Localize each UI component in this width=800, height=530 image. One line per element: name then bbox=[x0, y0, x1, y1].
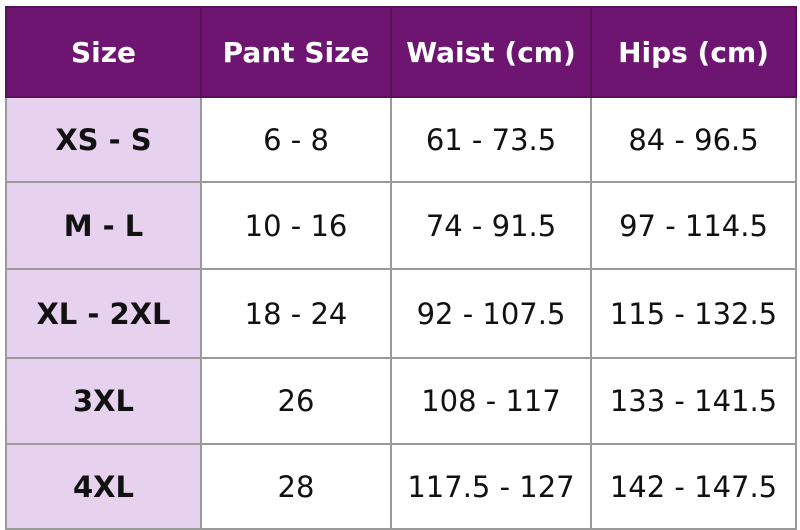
hips-cell: 84 - 96.5 bbox=[590, 96, 797, 183]
table-body: XS - S 6 - 8 61 - 73.5 84 - 96.5 M - L 1… bbox=[5, 96, 797, 530]
table-header: Size Pant Size Waist (cm) Hips (cm) bbox=[5, 6, 797, 98]
size-chart-table: Size Pant Size Waist (cm) Hips (cm) XS -… bbox=[5, 6, 797, 530]
table-row: M - L 10 - 16 74 - 91.5 97 - 114.5 bbox=[5, 181, 797, 270]
size-cell: XS - S bbox=[5, 96, 202, 183]
pant-size-cell: 6 - 8 bbox=[200, 96, 392, 183]
pant-size-cell: 26 bbox=[200, 357, 392, 445]
waist-cell: 61 - 73.5 bbox=[390, 96, 592, 183]
hips-cell: 133 - 141.5 bbox=[590, 357, 797, 445]
header-size: Size bbox=[5, 6, 202, 98]
header-row: Size Pant Size Waist (cm) Hips (cm) bbox=[5, 6, 797, 98]
table-row: 3XL 26 108 - 117 133 - 141.5 bbox=[5, 357, 797, 445]
table-row: XS - S 6 - 8 61 - 73.5 84 - 96.5 bbox=[5, 96, 797, 183]
hips-cell: 142 - 147.5 bbox=[590, 443, 797, 530]
header-hips: Hips (cm) bbox=[590, 6, 797, 98]
waist-cell: 74 - 91.5 bbox=[390, 181, 592, 270]
header-pant-size: Pant Size bbox=[200, 6, 392, 98]
header-waist: Waist (cm) bbox=[390, 6, 592, 98]
hips-cell: 97 - 114.5 bbox=[590, 181, 797, 270]
size-cell: 3XL bbox=[5, 357, 202, 445]
pant-size-cell: 10 - 16 bbox=[200, 181, 392, 270]
size-cell: M - L bbox=[5, 181, 202, 270]
hips-cell: 115 - 132.5 bbox=[590, 268, 797, 359]
size-cell: 4XL bbox=[5, 443, 202, 530]
pant-size-cell: 28 bbox=[200, 443, 392, 530]
table-row: 4XL 28 117.5 - 127 142 - 147.5 bbox=[5, 443, 797, 530]
table-row: XL - 2XL 18 - 24 92 - 107.5 115 - 132.5 bbox=[5, 268, 797, 359]
pant-size-cell: 18 - 24 bbox=[200, 268, 392, 359]
waist-cell: 92 - 107.5 bbox=[390, 268, 592, 359]
size-cell: XL - 2XL bbox=[5, 268, 202, 359]
waist-cell: 108 - 117 bbox=[390, 357, 592, 445]
waist-cell: 117.5 - 127 bbox=[390, 443, 592, 530]
